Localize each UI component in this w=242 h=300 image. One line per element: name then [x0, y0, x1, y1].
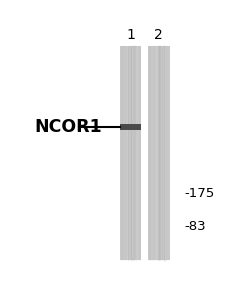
Text: NCOR1: NCOR1	[34, 118, 102, 136]
Text: 2: 2	[154, 28, 163, 43]
Text: 1: 1	[126, 28, 135, 43]
Bar	[120, 46, 141, 260]
Text: -83: -83	[184, 220, 206, 233]
Bar	[120, 124, 141, 130]
Text: -175: -175	[184, 187, 214, 200]
Bar	[148, 46, 169, 260]
